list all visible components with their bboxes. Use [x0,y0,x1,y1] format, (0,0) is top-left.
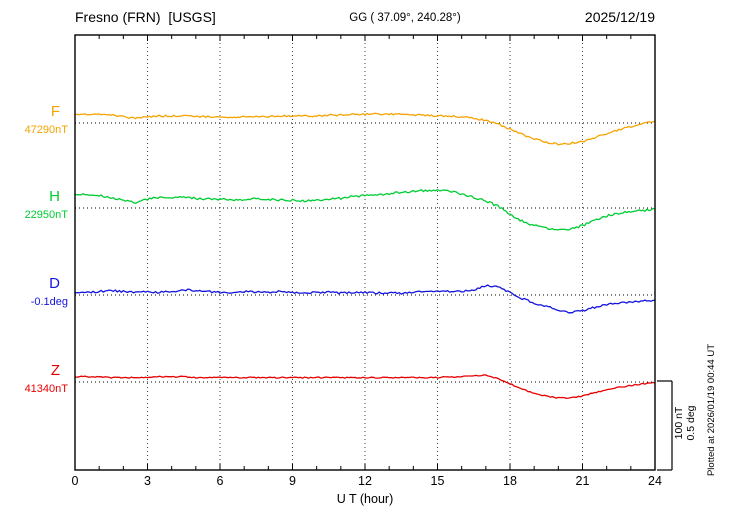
channel-label-block-d: D -0.1deg [0,275,68,308]
trace-Z [74,374,656,400]
x-tick-label-9: 9 [289,474,296,488]
channel-letter-d: D [49,275,60,292]
station-title: Fresno (FRN) [USGS] [75,9,216,25]
channel-letter-f: F [50,103,60,120]
channel-label-block-f: F 47290nT [0,103,68,136]
plotted-timestamp: Plotted at 2026/01/19 00:44 UT [706,343,717,477]
geographic-coordinates: GG ( 37.09°, 240.28°) [349,12,461,24]
channel-baseline-z: 41340nT [24,383,68,395]
trace-F [74,112,656,146]
x-tick-label-15: 15 [430,474,445,488]
x-tick-label-0: 0 [71,474,79,488]
x-tick-label-6: 6 [216,474,224,488]
channel-letter-h: H [49,188,60,205]
x-tick-label-18: 18 [503,474,517,488]
x-tick-label-12: 12 [358,474,372,488]
channel-label-block-h: H 22950nT [0,188,68,221]
channel-baseline-h: 22950nT [24,209,68,221]
trace-H [74,188,656,231]
channel-letter-z: Z [50,362,60,379]
scale-bar-label: 100 nT 0.5 deg [673,395,699,451]
x-tick-label-3: 3 [144,474,151,488]
trace-D [74,284,656,314]
scale-bar-nt: 100 nT [673,406,685,440]
channel-label-block-z: Z 41340nT [0,362,68,395]
scale-bar-deg: 0.5 deg [685,405,697,441]
channel-baseline-f: 47290nT [24,124,68,136]
x-tick-label-24: 24 [648,474,662,488]
plot-frame [74,34,656,471]
channel-baseline-d: -0.1deg [30,296,68,308]
x-axis-label: U T (hour) [336,492,394,506]
x-tick-label-21: 21 [575,474,590,488]
observation-date: 2025/12/19 [584,9,655,25]
